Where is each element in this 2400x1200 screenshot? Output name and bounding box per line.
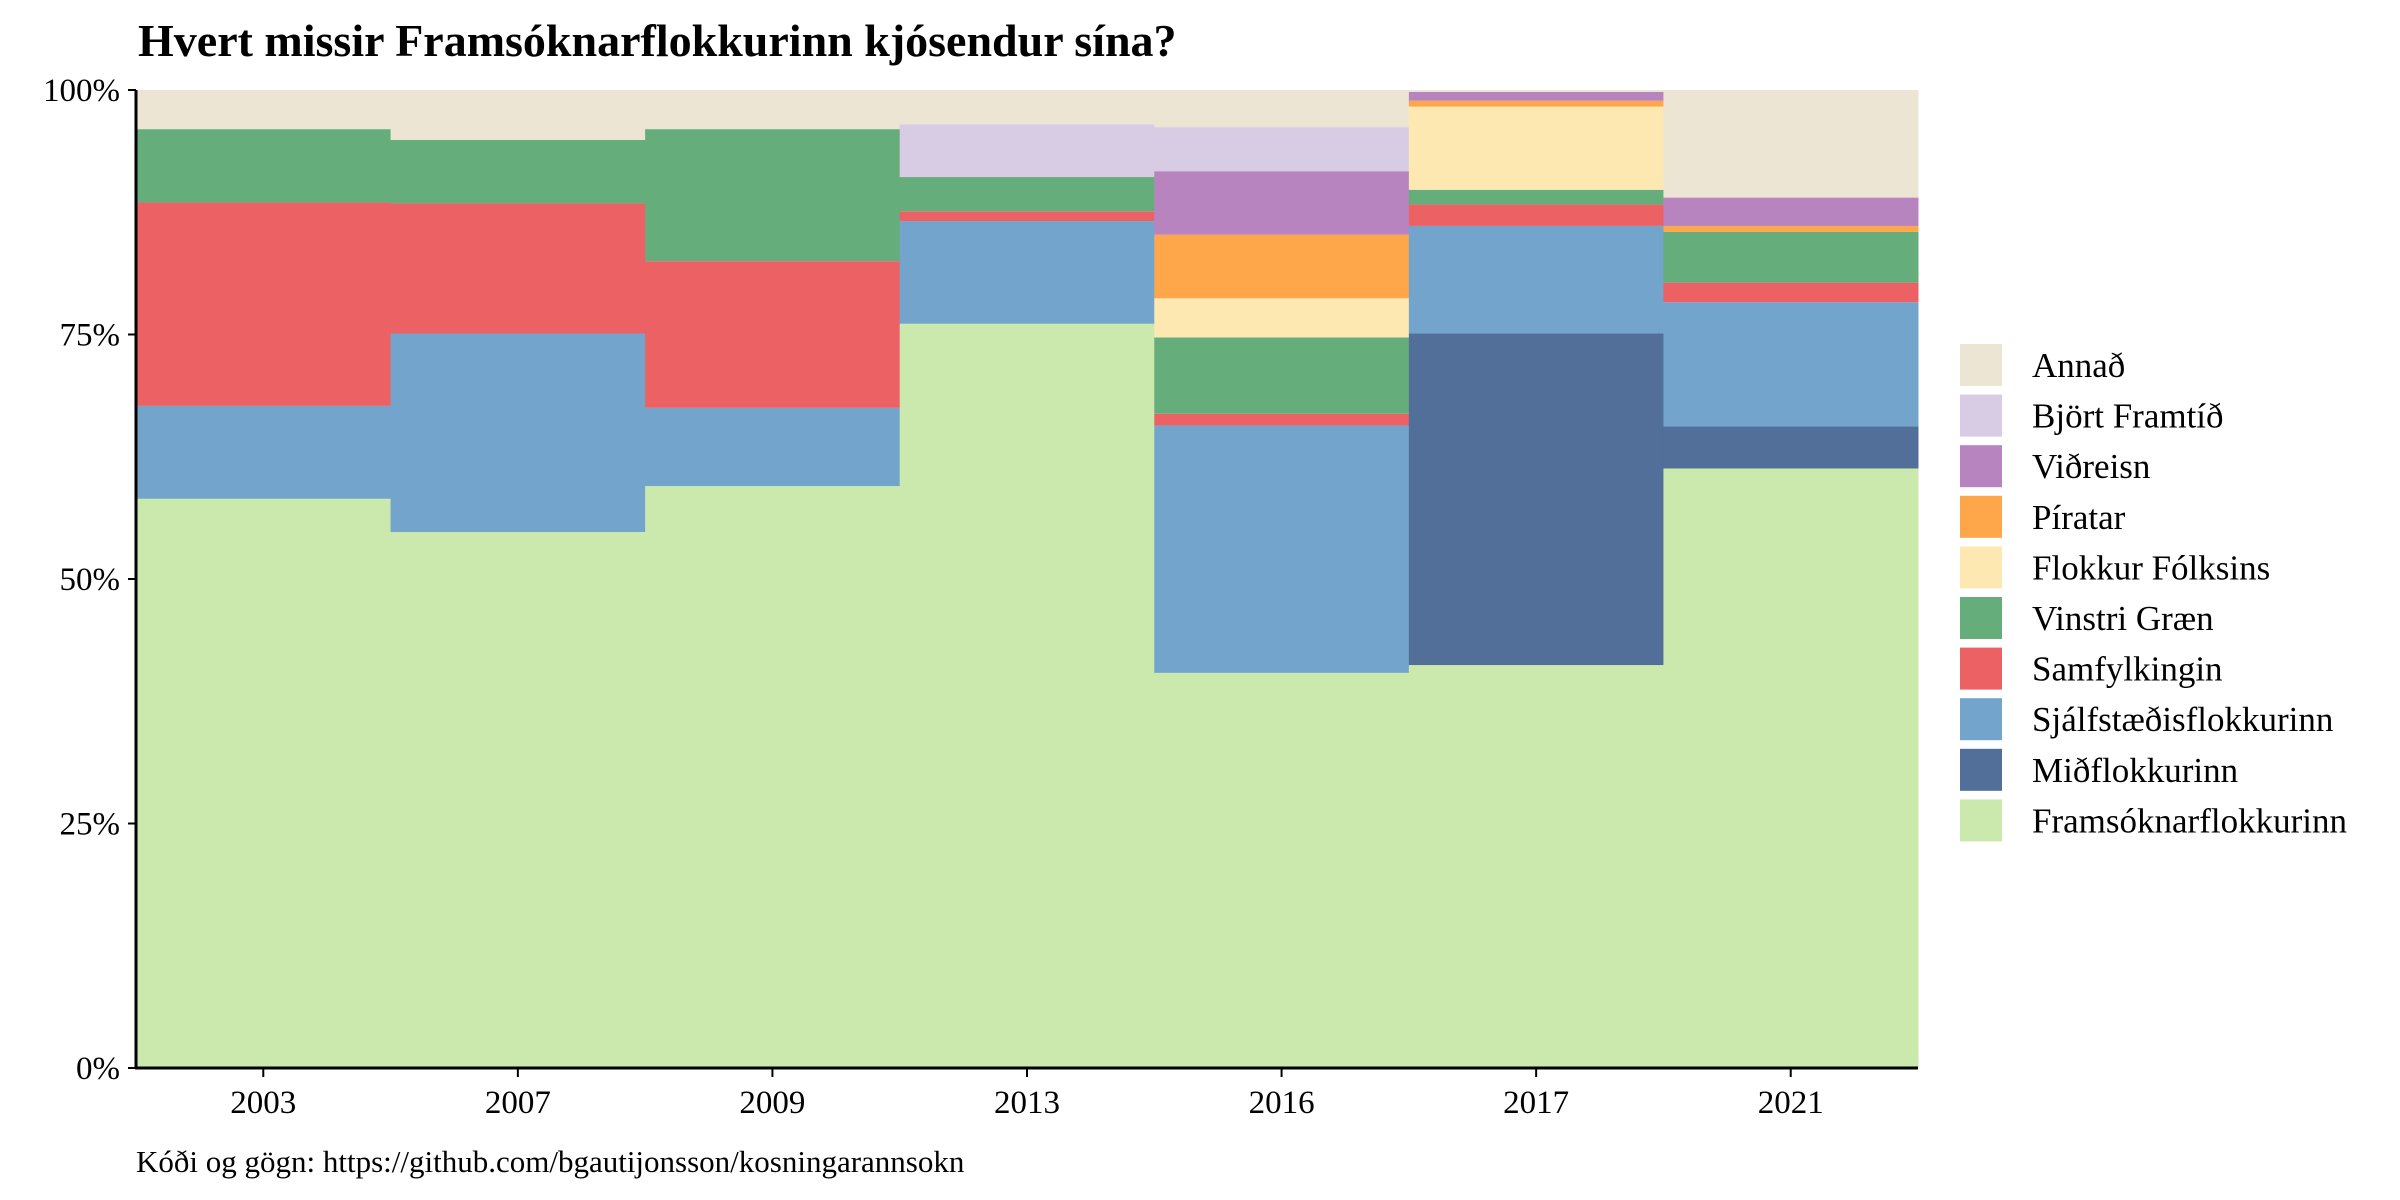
bar-segment-2003-0 xyxy=(136,498,392,1069)
bar-segment-2007-0 xyxy=(390,532,646,1068)
bar-segment-2016-3 xyxy=(1154,413,1410,426)
y-ticks: 0% 25% 50% 75% 100% xyxy=(43,73,136,1087)
bar-segment-2013-8 xyxy=(899,124,1155,178)
legend-swatch-9 xyxy=(1960,799,2002,842)
bar-segment-2007-9 xyxy=(390,90,646,140)
bar-segment-2003-3 xyxy=(136,202,392,406)
bar-segment-2016-2 xyxy=(1154,425,1410,673)
bar-segment-2021-3 xyxy=(1663,282,1919,303)
bar-segment-2017-9 xyxy=(1408,90,1664,92)
legend-label-7: Sjálfstæðisflokkurinn xyxy=(2032,700,2333,739)
bar-segment-2016-4 xyxy=(1154,337,1410,414)
legend-swatch-1 xyxy=(1960,394,2002,437)
bar-segment-2013-0 xyxy=(899,323,1155,1068)
bar-segment-2017-7 xyxy=(1408,91,1664,101)
bar-segment-2009-0 xyxy=(645,486,901,1069)
legend: Annað Björt Framtíð Viðreisn Píratar Flokkur… xyxy=(1960,344,2347,842)
x-tick-label: 2013 xyxy=(994,1085,1060,1121)
y-tick-label: 0% xyxy=(76,1051,120,1087)
bar-segment-2017-3 xyxy=(1408,204,1664,226)
bar-segment-2017-4 xyxy=(1408,189,1664,205)
x-ticks: 2003 2007 2009 2013 2016 2017 2021 xyxy=(230,1068,1824,1121)
bar-segment-2016-6 xyxy=(1154,234,1410,299)
bar-segment-2009-2 xyxy=(645,407,901,487)
bar-segment-2016-9 xyxy=(1154,90,1410,128)
bar-segment-2017-5 xyxy=(1408,106,1664,190)
bar-segment-2017-1 xyxy=(1408,333,1664,666)
x-tick-label: 2007 xyxy=(485,1085,551,1121)
legend-label-3: Píratar xyxy=(2032,498,2126,537)
x-tick-label: 2016 xyxy=(1249,1085,1315,1121)
bar-segment-2021-7 xyxy=(1663,197,1919,226)
y-tick-label: 75% xyxy=(60,318,121,354)
y-tick-label: 100% xyxy=(43,73,120,109)
chart-title: Hvert missir Framsóknarflokkurinn kjósen… xyxy=(138,15,1177,66)
bar-segment-2007-3 xyxy=(390,203,646,334)
bar-segment-2021-6 xyxy=(1663,225,1919,232)
legend-label-4: Flokkur Fólksins xyxy=(2032,548,2270,587)
bar-segment-2016-0 xyxy=(1154,672,1410,1068)
y-tick-label: 50% xyxy=(60,562,121,598)
x-tick-label: 2003 xyxy=(230,1085,296,1121)
bar-segment-2003-9 xyxy=(136,90,392,130)
bar-segment-2007-4 xyxy=(390,139,646,204)
bar-segment-2017-0 xyxy=(1408,665,1664,1068)
bar-segment-2009-3 xyxy=(645,261,901,408)
legend-swatch-0 xyxy=(1960,344,2002,386)
bar-segment-2021-1 xyxy=(1663,426,1919,469)
legend-swatch-4 xyxy=(1960,546,2002,589)
bar-segment-2003-4 xyxy=(136,129,392,203)
legend-label-2: Viðreisn xyxy=(2032,447,2150,486)
x-tick-label: 2009 xyxy=(739,1085,805,1121)
legend-swatch-6 xyxy=(1960,647,2002,690)
bar-segment-2007-2 xyxy=(390,333,646,533)
legend-swatch-5 xyxy=(1960,597,2002,639)
legend-label-9: Framsóknarflokkurinn xyxy=(2032,801,2347,840)
legend-label-1: Björt Framtíð xyxy=(2032,397,2224,436)
y-tick-label: 25% xyxy=(60,807,121,843)
bar-segment-2009-9 xyxy=(645,90,901,130)
bar-segment-2003-2 xyxy=(136,405,392,499)
x-tick-label: 2017 xyxy=(1503,1085,1569,1121)
bar-segment-2021-2 xyxy=(1663,302,1919,427)
bar-segment-2021-0 xyxy=(1663,468,1919,1069)
legend-swatch-3 xyxy=(1960,495,2002,538)
legend-label-5: Vinstri Græn xyxy=(2032,599,2214,638)
bar-segment-2016-7 xyxy=(1154,171,1410,235)
bar-segment-2013-9 xyxy=(899,90,1155,125)
bar-segment-2017-6 xyxy=(1408,100,1664,107)
bar-segment-2013-2 xyxy=(899,221,1155,324)
caption: Kóði og gögn: https://github.com/bgautij… xyxy=(136,1144,965,1179)
bar-segment-2017-2 xyxy=(1408,225,1664,334)
bars-layer xyxy=(136,90,1919,1069)
bar-segment-2021-9 xyxy=(1663,90,1919,198)
legend-swatch-8 xyxy=(1960,748,2002,791)
bar-segment-2021-4 xyxy=(1663,231,1919,283)
bar-segment-2016-8 xyxy=(1154,127,1410,172)
bar-segment-2016-5 xyxy=(1154,298,1410,338)
x-tick-label: 2021 xyxy=(1758,1085,1824,1121)
legend-label-8: Miðflokkurinn xyxy=(2032,751,2238,790)
bar-segment-2013-4 xyxy=(899,177,1155,212)
legend-swatch-2 xyxy=(1960,445,2002,488)
legend-label-0: Annað xyxy=(2032,346,2125,385)
bar-segment-2009-4 xyxy=(645,129,901,262)
bar-segment-2013-3 xyxy=(899,211,1155,222)
legend-label-6: Samfylkingin xyxy=(2032,650,2223,689)
legend-swatch-7 xyxy=(1960,698,2002,741)
